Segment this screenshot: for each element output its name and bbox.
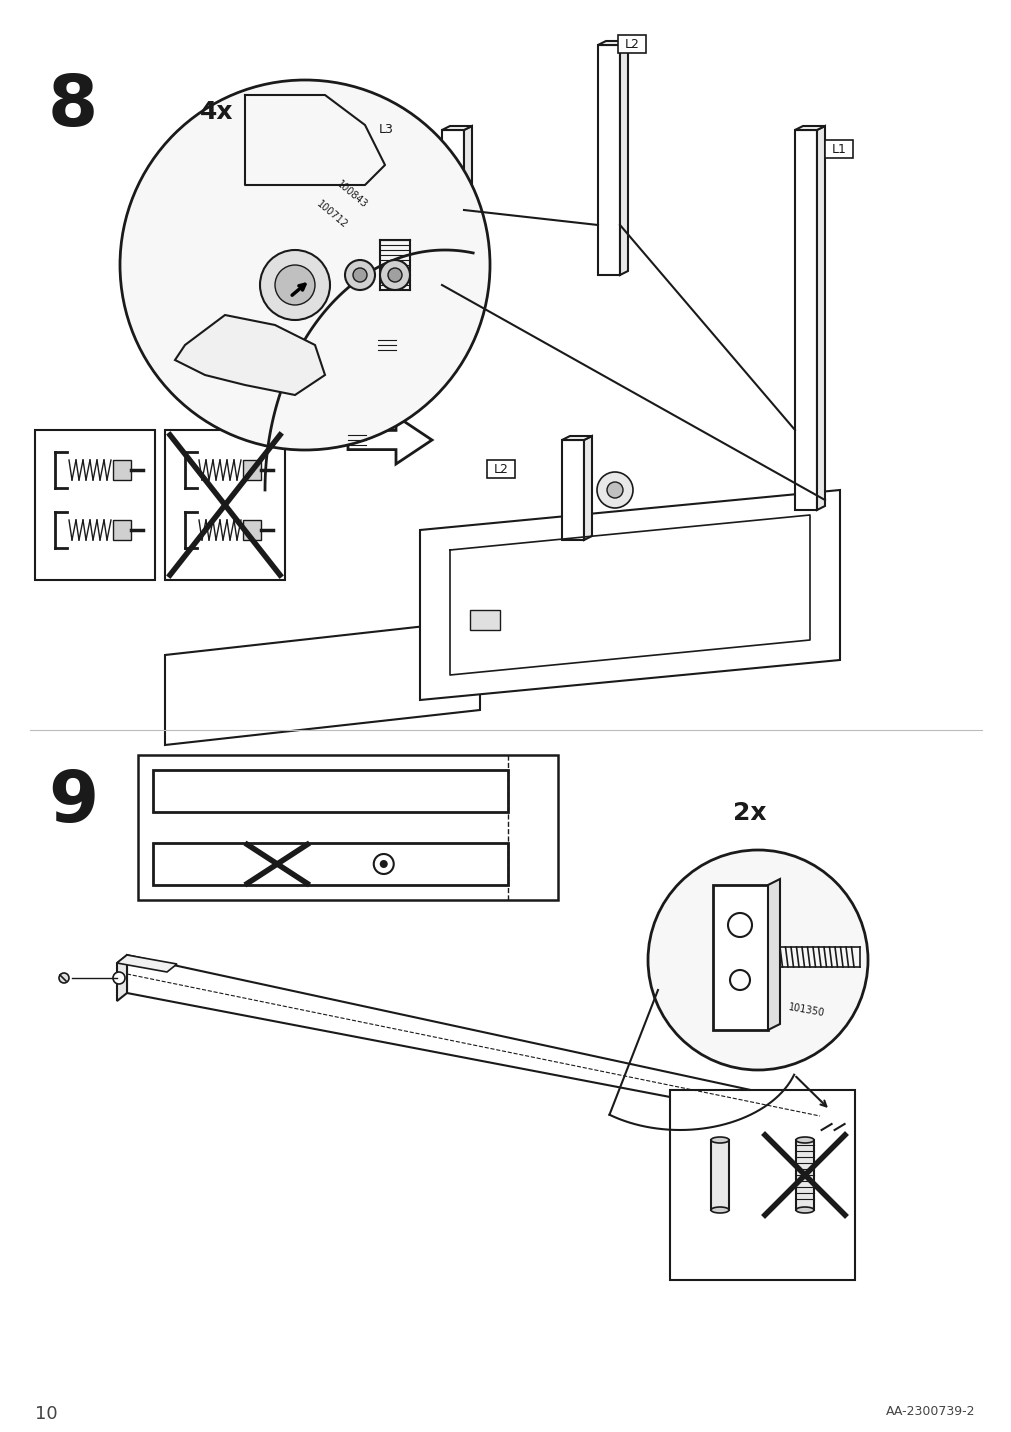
Circle shape <box>113 972 125 984</box>
Circle shape <box>275 265 314 305</box>
Polygon shape <box>348 417 432 464</box>
Polygon shape <box>767 879 779 1030</box>
Circle shape <box>387 268 401 282</box>
Circle shape <box>647 851 867 1070</box>
Text: AA-2300739-2: AA-2300739-2 <box>885 1405 974 1418</box>
Polygon shape <box>463 126 471 285</box>
Circle shape <box>607 483 623 498</box>
Circle shape <box>120 80 489 450</box>
Bar <box>153 843 508 885</box>
Text: 100843: 100843 <box>335 179 369 211</box>
Polygon shape <box>795 130 816 510</box>
Polygon shape <box>561 440 583 540</box>
Polygon shape <box>598 42 628 44</box>
Text: L3: L3 <box>378 123 393 136</box>
Bar <box>243 520 261 540</box>
Text: 4x: 4x <box>200 100 234 125</box>
Ellipse shape <box>711 1207 728 1213</box>
Bar <box>713 885 767 1030</box>
Text: 100712: 100712 <box>314 199 350 231</box>
Text: 101350: 101350 <box>788 1002 825 1018</box>
Bar <box>618 34 645 53</box>
Polygon shape <box>598 44 620 275</box>
Bar <box>113 460 130 480</box>
Bar <box>243 460 261 480</box>
Circle shape <box>729 969 749 990</box>
Bar <box>165 430 285 580</box>
Polygon shape <box>795 126 824 130</box>
Ellipse shape <box>711 1137 728 1143</box>
Circle shape <box>727 914 751 937</box>
Polygon shape <box>165 620 479 745</box>
Circle shape <box>379 261 409 291</box>
Polygon shape <box>561 435 591 440</box>
Bar <box>153 770 508 812</box>
Bar <box>486 460 515 478</box>
Polygon shape <box>175 315 325 395</box>
Text: L2: L2 <box>493 463 508 475</box>
Circle shape <box>353 268 367 282</box>
Circle shape <box>596 473 632 508</box>
Bar <box>372 120 399 137</box>
Text: 8: 8 <box>48 72 98 140</box>
Ellipse shape <box>796 1207 813 1213</box>
Bar <box>796 1140 813 1210</box>
Polygon shape <box>378 321 462 369</box>
Polygon shape <box>420 490 839 700</box>
Bar <box>113 520 130 540</box>
Polygon shape <box>442 126 471 130</box>
Bar <box>35 430 155 580</box>
Polygon shape <box>126 955 826 1127</box>
Circle shape <box>260 251 330 319</box>
Circle shape <box>379 861 387 868</box>
Bar <box>824 140 852 158</box>
Polygon shape <box>620 42 628 275</box>
Text: L2: L2 <box>624 37 639 50</box>
Circle shape <box>345 261 375 291</box>
Text: 10: 10 <box>35 1405 58 1423</box>
Polygon shape <box>816 126 824 510</box>
Bar <box>711 1140 728 1210</box>
Text: 2x: 2x <box>732 800 765 825</box>
Polygon shape <box>117 955 177 972</box>
Bar <box>137 755 557 899</box>
Bar <box>469 610 499 630</box>
Polygon shape <box>583 435 591 540</box>
Ellipse shape <box>796 1137 813 1143</box>
Polygon shape <box>117 955 126 1001</box>
Bar <box>669 1090 854 1280</box>
Text: 9: 9 <box>48 768 98 836</box>
Polygon shape <box>442 130 463 285</box>
Circle shape <box>59 972 69 982</box>
Text: L1: L1 <box>831 143 845 156</box>
